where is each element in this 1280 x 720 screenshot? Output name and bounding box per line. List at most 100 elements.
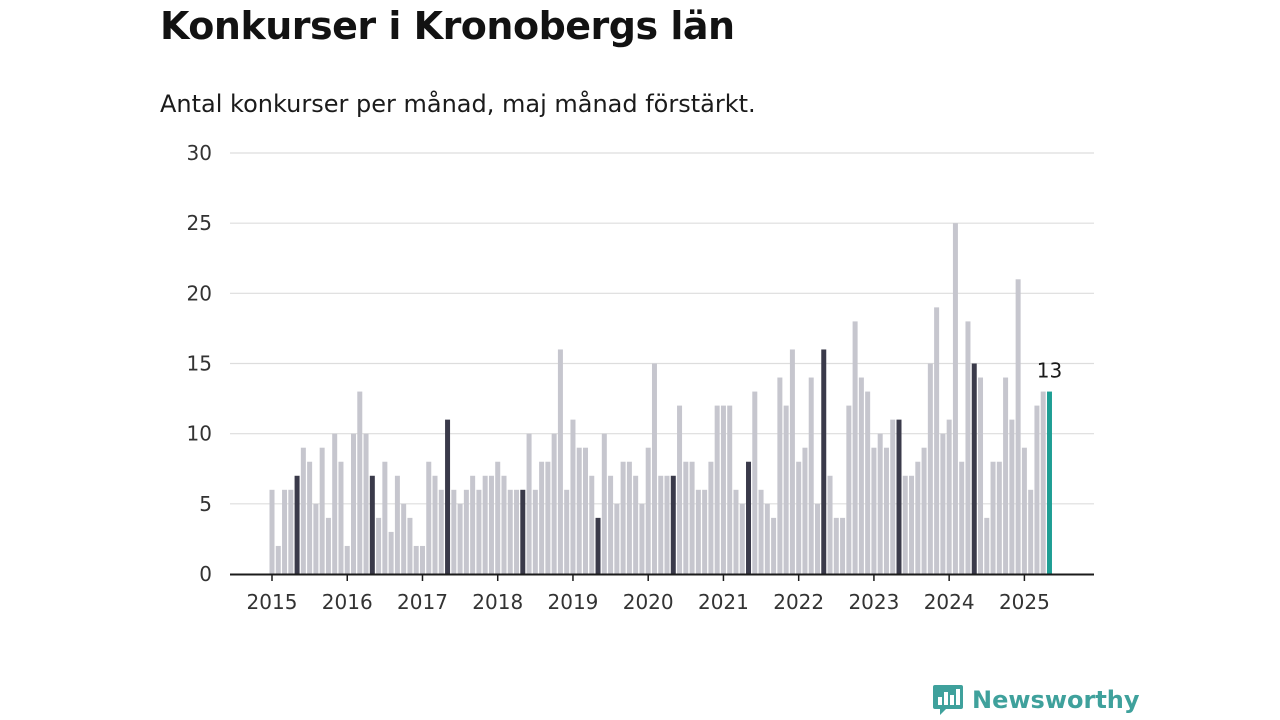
y-tick-label: 10 xyxy=(187,422,212,446)
bar xyxy=(758,489,764,574)
bar xyxy=(883,447,889,574)
bar xyxy=(501,475,507,574)
bar xyxy=(564,489,570,574)
bar xyxy=(909,475,915,574)
x-tick-label: 2017 xyxy=(397,590,448,614)
bar xyxy=(1040,391,1046,574)
chart-subtitle: Antal konkurser per månad, maj månad för… xyxy=(160,90,756,118)
brand-name: Newsworthy xyxy=(972,686,1140,714)
bar xyxy=(470,475,476,574)
bar xyxy=(996,461,1002,574)
bar xyxy=(827,475,833,574)
bar xyxy=(482,475,488,574)
bar xyxy=(664,475,670,574)
bar xyxy=(332,433,338,574)
chart-title: Konkurser i Kronobergs län xyxy=(160,4,735,48)
bar xyxy=(351,433,357,574)
bars xyxy=(269,223,1052,574)
bar-may xyxy=(445,419,451,574)
x-tick-label: 2023 xyxy=(848,590,899,614)
bar xyxy=(300,447,306,574)
bar xyxy=(984,517,990,574)
bar xyxy=(357,391,363,574)
bar xyxy=(526,433,532,574)
bar xyxy=(871,447,877,574)
y-axis-ticks: 0 5 10 15 20 25 30 xyxy=(187,141,212,586)
bar xyxy=(677,405,683,574)
x-tick-label: 2022 xyxy=(773,590,824,614)
bar xyxy=(902,475,908,574)
x-tick-label: 2024 xyxy=(924,590,975,614)
bar-may xyxy=(896,419,902,574)
bar xyxy=(626,461,632,574)
bar xyxy=(965,321,971,574)
y-tick-label: 0 xyxy=(199,562,212,586)
bar xyxy=(589,475,595,574)
bar xyxy=(463,489,469,574)
bar xyxy=(733,489,739,574)
bar xyxy=(269,489,275,574)
bar xyxy=(488,475,494,574)
bar xyxy=(927,363,933,574)
bar xyxy=(614,503,620,574)
y-tick-label: 20 xyxy=(187,281,212,305)
bar xyxy=(639,503,645,574)
bar xyxy=(394,475,400,574)
x-tick-label: 2019 xyxy=(548,590,599,614)
bar xyxy=(288,489,294,574)
bar xyxy=(752,391,758,574)
bar xyxy=(833,517,839,574)
bar-may xyxy=(369,475,375,574)
bar xyxy=(645,447,651,574)
bar xyxy=(651,363,657,574)
bar xyxy=(407,517,413,574)
bar xyxy=(426,461,432,574)
newsworthy-logo[interactable]: Newsworthy xyxy=(932,683,1140,717)
bar xyxy=(1034,405,1040,574)
bar xyxy=(495,461,501,574)
bar xyxy=(583,447,588,574)
bar xyxy=(319,447,325,574)
bar xyxy=(557,349,563,574)
bar xyxy=(915,461,921,574)
bar xyxy=(275,545,281,574)
bar xyxy=(808,377,814,574)
bar-may xyxy=(821,349,827,574)
bar xyxy=(921,447,927,574)
bar-may xyxy=(670,475,676,574)
x-tick-label: 2025 xyxy=(999,590,1050,614)
x-axis-ticks: 2015 2016 2017 2018 2019 2020 2021 2022 2023 2024… xyxy=(247,574,1050,614)
y-tick-label: 5 xyxy=(199,492,212,516)
bar xyxy=(658,475,664,574)
bar xyxy=(1009,419,1015,574)
bar xyxy=(476,489,482,574)
bar xyxy=(946,419,952,574)
bar xyxy=(620,461,626,574)
bar xyxy=(376,517,382,574)
bar xyxy=(814,503,820,574)
bar xyxy=(720,405,726,574)
bar xyxy=(789,349,795,574)
bar xyxy=(796,461,802,574)
bar xyxy=(451,489,457,574)
bar xyxy=(714,405,720,574)
bar xyxy=(877,433,883,574)
bar xyxy=(940,433,946,574)
bar-latest xyxy=(1046,391,1052,574)
bar xyxy=(990,461,996,574)
bar xyxy=(363,433,369,574)
bar xyxy=(539,461,545,574)
bar xyxy=(959,461,965,574)
bar-may xyxy=(294,475,300,574)
bar xyxy=(382,461,388,574)
bar xyxy=(545,461,551,574)
bar xyxy=(978,377,984,574)
bar xyxy=(551,433,557,574)
bar xyxy=(683,461,689,574)
bar xyxy=(438,489,444,574)
bar xyxy=(840,517,846,574)
bar xyxy=(1015,279,1021,574)
bar xyxy=(413,545,419,574)
bar xyxy=(727,405,733,574)
bar xyxy=(307,461,313,574)
